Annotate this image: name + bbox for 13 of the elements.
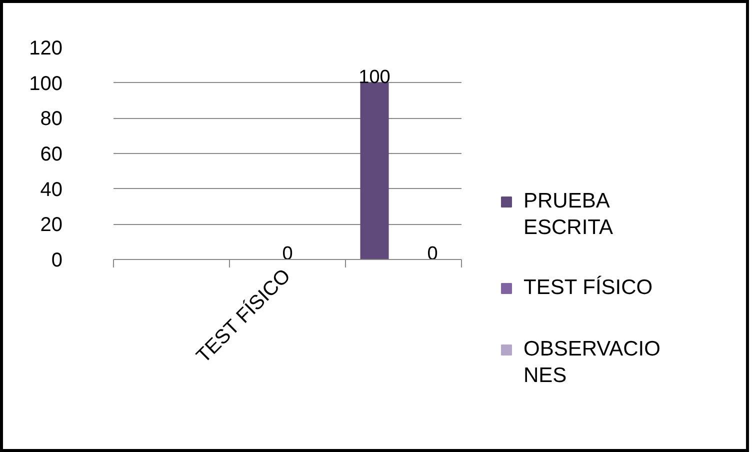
y-tick-label: 0 [51,250,62,272]
legend-label: TEST FÍSICO [524,275,653,299]
data-label: 100 [358,66,390,88]
y-tick-label: 80 [40,108,63,130]
data-label: 0 [282,244,293,264]
legend-label: PRUEBA ESCRITA [524,190,613,239]
data-label: 0 [427,244,438,264]
y-tick-label: 100 [29,72,63,95]
y-tick-label: 40 [40,178,63,201]
legend-label: OBSERVACIONES [524,338,660,387]
y-tick-label: 20 [40,214,63,236]
y-tick-label: 60 [40,144,63,166]
y-tick-label: 120 [29,38,63,60]
